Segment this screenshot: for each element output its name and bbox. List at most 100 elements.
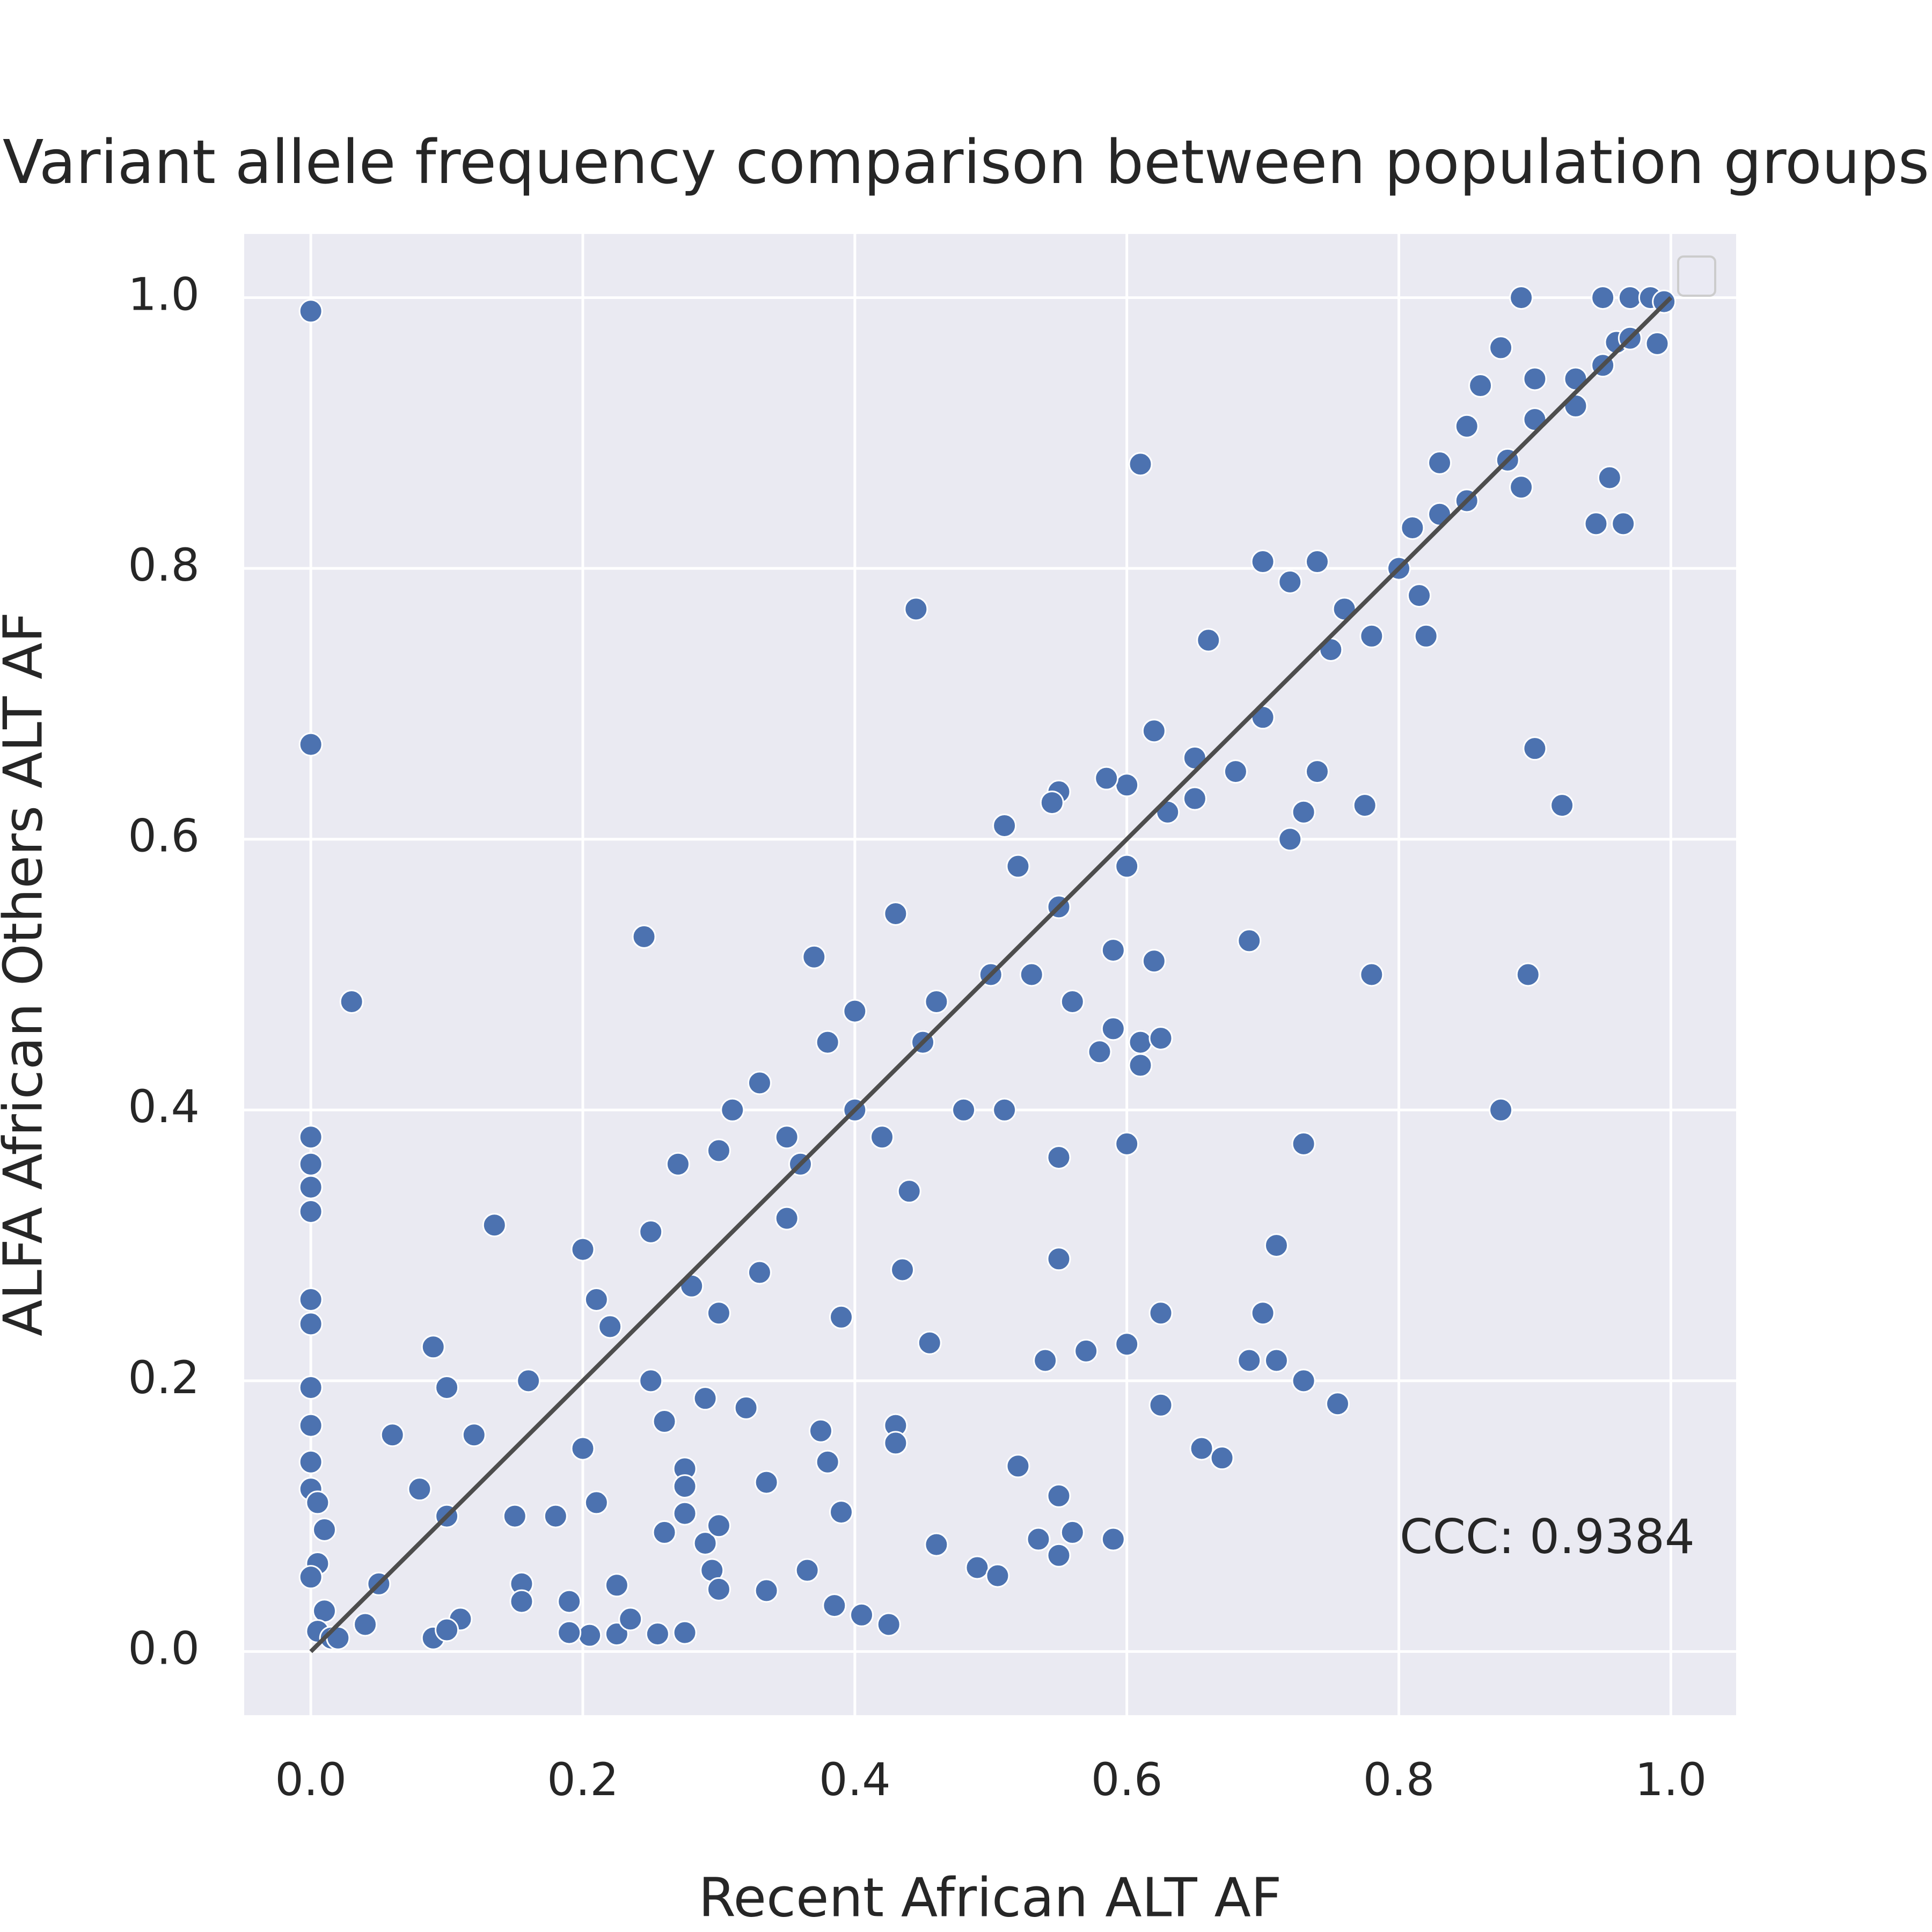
point [720,1097,745,1122]
point [1611,511,1636,536]
point [380,1423,405,1447]
point [570,1436,595,1461]
point [652,1409,677,1434]
point [870,1125,895,1150]
point [618,1607,643,1631]
y-tick-label: 0.8 [128,539,200,591]
point [747,1260,772,1285]
point [815,1030,840,1055]
point [1148,1301,1173,1326]
point [1026,1527,1051,1552]
x-tick-label: 0.0 [275,1753,347,1806]
point [1305,550,1329,574]
point [1182,786,1207,811]
point [298,1199,323,1224]
point [672,1620,697,1645]
point [876,1612,901,1637]
point [298,1152,323,1176]
point [672,1474,697,1499]
point [1115,1332,1139,1357]
point [645,1622,670,1646]
point [353,1612,378,1637]
point [1618,286,1642,310]
legend-box [1677,255,1716,297]
point [1291,1368,1316,1393]
x-tick-label: 0.4 [819,1753,891,1806]
point [883,1431,908,1455]
point [1237,1348,1262,1373]
point [706,1138,731,1163]
point [843,999,867,1023]
chart-title: Variant allele frequency comparison betw… [3,128,1929,197]
point [1237,928,1262,953]
point [1584,511,1608,536]
point [1074,1338,1099,1363]
grid [244,234,1736,1715]
point [1278,569,1302,594]
point [1550,793,1575,818]
point [1141,719,1166,743]
point [407,1477,432,1502]
point [1101,938,1125,963]
point [924,1532,949,1557]
point [639,1219,663,1244]
point [584,1490,609,1515]
point [1509,286,1534,310]
point [1359,962,1384,987]
point [1019,962,1044,987]
y-axis-label: ALFA African Others ALT AF [0,612,54,1336]
point [1407,583,1432,608]
point [1523,736,1547,761]
point [557,1620,582,1645]
point [897,1179,921,1204]
point [992,813,1017,838]
y-tick-label: 0.2 [128,1351,200,1404]
point [1489,1097,1513,1122]
point [1468,374,1493,398]
point [706,1577,731,1601]
points [298,286,1677,1650]
point [557,1589,582,1614]
point [298,1175,323,1199]
point [1060,1520,1085,1545]
point [1210,1446,1234,1470]
point [747,1071,772,1095]
point [1291,1131,1316,1156]
point [985,1563,1010,1588]
point [1115,854,1139,879]
point [298,1450,323,1474]
point [1645,331,1670,356]
point [1046,1543,1071,1568]
point [1101,1016,1125,1041]
x-tick-label: 0.6 [1091,1753,1163,1806]
point [462,1423,486,1447]
point [1264,1233,1289,1258]
point [598,1314,623,1339]
point [754,1470,779,1495]
point [883,901,908,926]
point [1352,793,1377,818]
point [706,1513,731,1538]
point [570,1237,595,1262]
point [1148,1393,1173,1417]
point [502,1504,527,1528]
point [1087,1040,1112,1064]
point [1250,550,1275,574]
point [822,1593,847,1618]
point [850,1602,874,1627]
point [1223,759,1248,784]
point [1046,1247,1071,1271]
point [693,1531,718,1556]
point [1305,759,1329,784]
point [665,1152,690,1176]
point [952,1097,976,1122]
point [435,1375,459,1400]
point [829,1500,854,1525]
point [1359,624,1384,648]
point [298,1312,323,1336]
point [1115,1131,1139,1156]
x-tick-label: 1.0 [1635,1753,1707,1806]
point [1516,962,1540,987]
